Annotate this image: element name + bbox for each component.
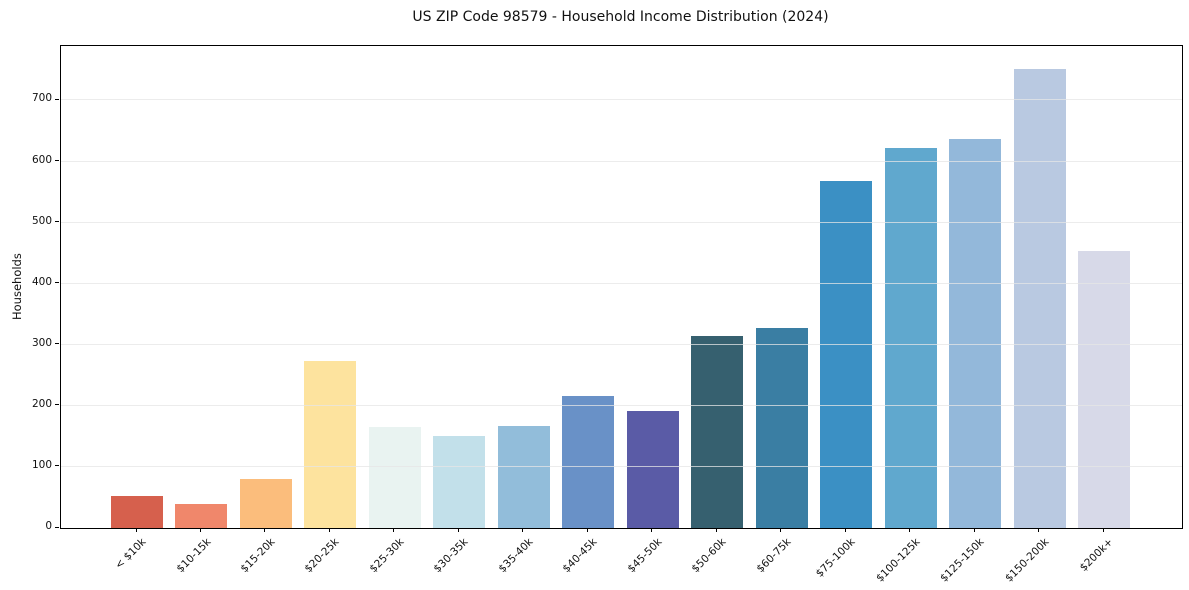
x-tick-mark-8 [651, 528, 653, 532]
bar-30-35k [433, 435, 486, 528]
x-tick-mark-6 [522, 528, 524, 532]
bar-10-15k [175, 503, 228, 528]
bar-45-50k [626, 411, 679, 528]
x-tick-label-14: $150-200k [1002, 536, 1051, 585]
y-tick-mark-200 [55, 404, 59, 406]
x-tick-mark-14 [1038, 528, 1039, 532]
x-tick-label-4: $25-30k [367, 536, 407, 576]
gridline-700 [61, 99, 1182, 101]
gridline-100 [61, 465, 1182, 467]
y-tick-label-0: 0 [45, 520, 52, 532]
bar-150-200k [1013, 68, 1066, 528]
gridline-300 [61, 343, 1182, 345]
y-tick-mark-0 [55, 526, 59, 528]
x-tick-label-2: $15-20k [238, 536, 278, 576]
bar-15-20k [239, 479, 292, 528]
x-tick-mark-3 [328, 528, 330, 532]
x-tick-mark-13 [973, 528, 975, 532]
chart-title: US ZIP Code 98579 - Household Income Dis… [412, 9, 829, 25]
bar-40-45k [562, 396, 615, 528]
x-tick-label-3: $20-25k [302, 536, 342, 576]
x-tick-label-10: $60-75k [754, 536, 794, 576]
x-tick-mark-1 [200, 528, 201, 532]
y-tick-mark-500 [55, 221, 59, 223]
x-tick-label-13: $125-150k [938, 536, 987, 585]
x-tick-label-1: $10-15k [173, 536, 213, 576]
x-tick-mark-15 [1102, 528, 1104, 532]
bar-75-100k [820, 181, 873, 528]
y-tick-label-100: 100 [31, 458, 52, 471]
bar-50-60k [691, 336, 744, 528]
y-tick-mark-400 [55, 282, 59, 284]
y-tick-mark-700 [55, 98, 59, 100]
plot-area [60, 45, 1183, 529]
x-tick-mark-5 [457, 528, 459, 532]
y-tick-mark-300 [55, 343, 59, 345]
x-tick-label-7: $40-45k [560, 536, 600, 576]
x-tick-mark-10 [780, 528, 782, 532]
y-tick-mark-100 [55, 465, 59, 467]
y-tick-label-300: 300 [31, 336, 52, 349]
y-tick-mark-600 [55, 160, 59, 161]
bar-125-150k [949, 138, 1002, 528]
bar-20-25k [304, 360, 357, 528]
x-tick-mark-0 [135, 528, 137, 532]
gridline-400 [61, 282, 1182, 284]
x-tick-label-11: $75-100k [813, 536, 858, 580]
bar-35-40k [497, 426, 550, 528]
x-tick-label-9: $50-60k [689, 536, 729, 576]
x-tick-mark-2 [264, 528, 266, 532]
x-tick-label-8: $45-50k [625, 536, 665, 576]
x-tick-mark-12 [909, 528, 911, 532]
x-tick-mark-11 [844, 528, 846, 532]
y-tick-label-600: 600 [31, 153, 52, 166]
gridline-200 [61, 404, 1182, 406]
x-tick-label-5: $30-35k [431, 536, 471, 576]
x-tick-label-0: < $10k [112, 536, 149, 572]
y-tick-label-400: 400 [31, 275, 52, 288]
x-tick-mark-7 [586, 528, 588, 532]
y-tick-label-500: 500 [31, 214, 52, 227]
bar-200k+ [1078, 251, 1130, 528]
x-tick-label-6: $35-40k [496, 536, 536, 576]
x-tick-label-15: $200k+ [1077, 536, 1116, 574]
x-tick-mark-4 [393, 528, 395, 532]
gridline-600 [61, 160, 1182, 162]
x-tick-label-12: $100-125k [873, 536, 923, 585]
x-tick-mark-9 [715, 528, 717, 532]
bar-100-125k [884, 148, 937, 528]
y-tick-label-200: 200 [31, 397, 52, 410]
bar-25-30k [368, 427, 421, 528]
bar-10k [111, 495, 163, 528]
gridline-500 [61, 221, 1182, 223]
bar-60-75k [755, 327, 808, 528]
y-tick-label-700: 700 [31, 92, 52, 105]
